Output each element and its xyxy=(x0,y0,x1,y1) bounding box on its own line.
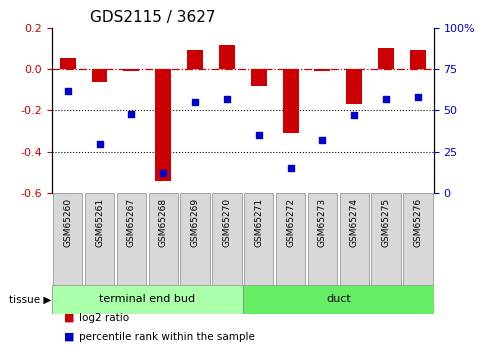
Text: GSM65260: GSM65260 xyxy=(63,198,72,247)
Bar xyxy=(180,193,210,285)
Bar xyxy=(52,285,243,314)
Bar xyxy=(315,69,330,71)
Bar xyxy=(403,193,432,285)
Text: percentile rank within the sample: percentile rank within the sample xyxy=(79,332,255,342)
Bar xyxy=(276,193,305,285)
Text: log2 ratio: log2 ratio xyxy=(79,313,129,323)
Bar xyxy=(378,48,394,69)
Point xyxy=(159,170,167,176)
Point xyxy=(414,95,422,100)
Bar xyxy=(243,285,434,314)
Text: GSM65274: GSM65274 xyxy=(350,198,359,247)
Bar xyxy=(92,69,107,82)
Bar xyxy=(85,193,114,285)
Bar xyxy=(117,193,146,285)
Bar xyxy=(187,50,203,69)
Text: duct: duct xyxy=(326,294,351,304)
Bar xyxy=(308,193,337,285)
Bar xyxy=(148,193,178,285)
Bar xyxy=(60,58,75,69)
Bar xyxy=(346,69,362,104)
Text: ■: ■ xyxy=(64,332,74,342)
Point xyxy=(64,88,71,93)
Point xyxy=(127,111,135,117)
Bar xyxy=(371,193,401,285)
Text: GSM65275: GSM65275 xyxy=(382,198,390,247)
Bar xyxy=(244,193,273,285)
Point xyxy=(96,141,104,146)
Text: terminal end bud: terminal end bud xyxy=(99,294,195,304)
Point xyxy=(318,137,326,143)
Bar xyxy=(155,69,171,181)
Bar xyxy=(53,193,82,285)
Text: GSM65267: GSM65267 xyxy=(127,198,136,247)
Text: GSM65272: GSM65272 xyxy=(286,198,295,247)
Text: GSM65270: GSM65270 xyxy=(222,198,231,247)
Point xyxy=(286,166,294,171)
Bar xyxy=(219,45,235,69)
Bar xyxy=(251,69,267,86)
Point xyxy=(382,96,390,101)
Bar xyxy=(282,69,299,133)
Text: GSM65268: GSM65268 xyxy=(159,198,168,247)
Text: GSM65269: GSM65269 xyxy=(190,198,200,247)
Bar xyxy=(410,50,426,69)
Point xyxy=(191,99,199,105)
Bar xyxy=(340,193,369,285)
Bar xyxy=(123,69,140,71)
Text: GSM65273: GSM65273 xyxy=(318,198,327,247)
Bar xyxy=(212,193,242,285)
Point xyxy=(255,132,263,138)
Text: GDS2115 / 3627: GDS2115 / 3627 xyxy=(90,10,215,25)
Point xyxy=(351,112,358,118)
Text: tissue ▶: tissue ▶ xyxy=(9,294,52,304)
Text: GSM65261: GSM65261 xyxy=(95,198,104,247)
Text: GSM65271: GSM65271 xyxy=(254,198,263,247)
Point xyxy=(223,96,231,101)
Text: ■: ■ xyxy=(64,313,74,323)
Text: GSM65276: GSM65276 xyxy=(414,198,423,247)
